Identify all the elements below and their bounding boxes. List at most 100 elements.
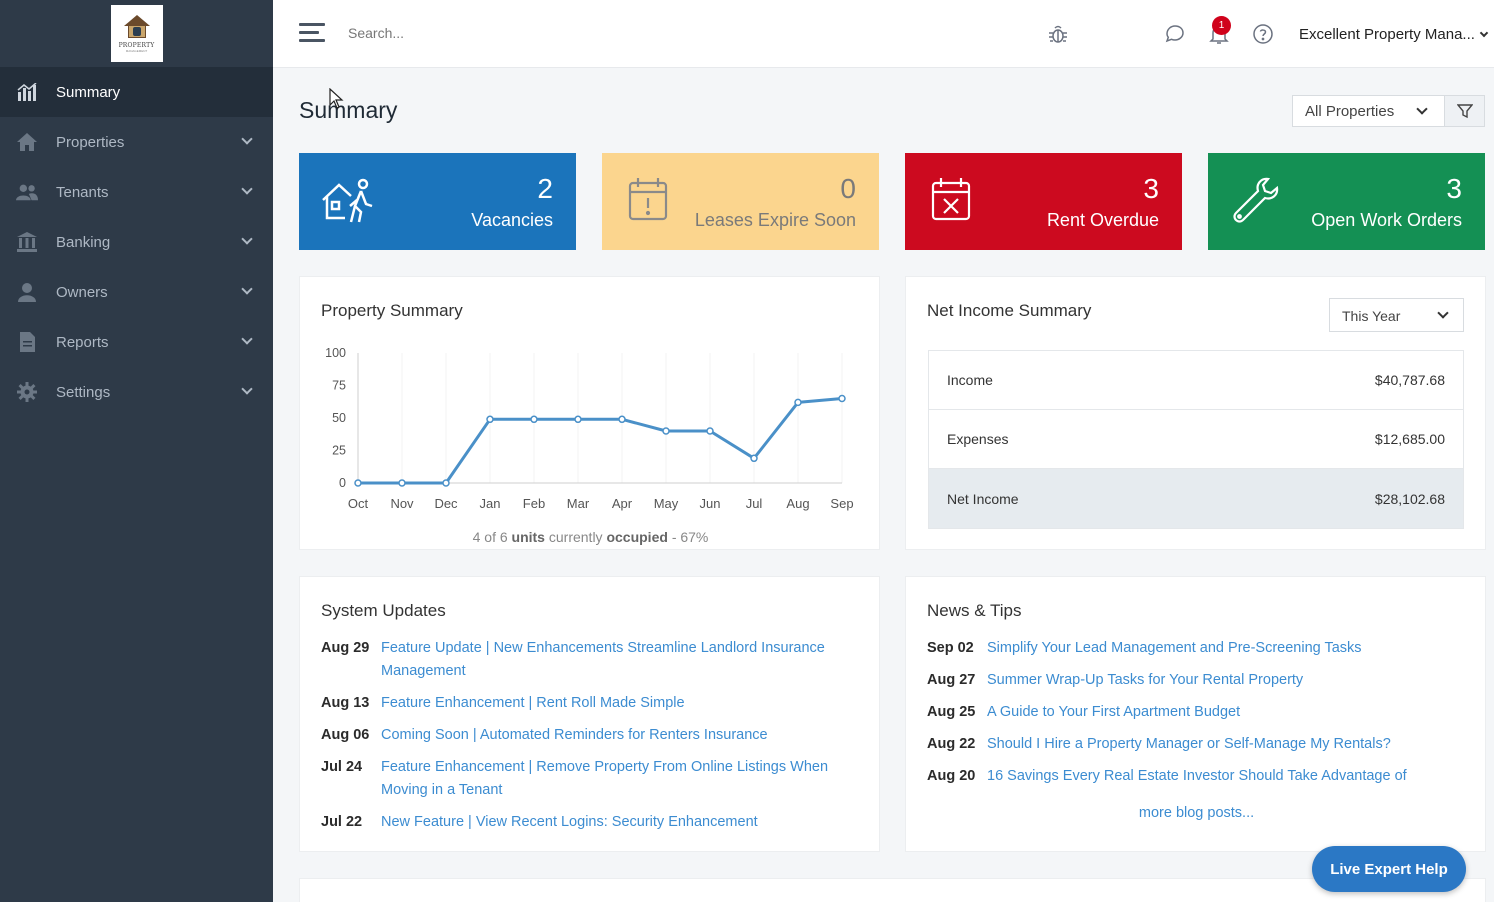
update-link[interactable]: Feature Update | New Enhancements Stream… [381,640,825,679]
work-orders-count: 3 [1446,173,1462,204]
list-item: Aug 22 Should I Hire a Property Manager o… [927,733,1467,756]
occupancy-percent: - 67% [671,529,709,545]
update-date: Aug 29 [321,640,370,656]
sidebar-item-label: Reports [56,333,109,351]
chevron-down-icon [1416,103,1428,115]
news-link[interactable]: 16 Savings Every Real Estate Investor Sh… [987,768,1407,784]
sidebar-item-label: Tenants [56,183,109,201]
x-tick-label: Aug [786,496,809,511]
filter-icon [1456,104,1473,119]
leases-expire-count: 0 [840,173,856,204]
bank-icon [16,232,38,252]
data-point [706,427,714,435]
expenses-row: Expenses $12,685.00 [929,410,1463,469]
update-link[interactable]: Coming Soon | Automated Reminders for Re… [381,727,768,743]
work-orders-label: Open Work Orders [1311,210,1462,230]
list-item: Jul 24 Feature Enhancement | Remove Prope… [321,756,861,802]
x-tick-label: Feb [523,496,545,511]
occupancy-mid: currently [548,529,603,545]
system-updates-list: Aug 29 Feature Update | New Enhancements … [321,637,861,843]
news-link[interactable]: Summer Wrap-Up Tasks for Your Rental Pro… [987,672,1304,688]
open-work-orders-tile[interactable]: 3 Open Work Orders [1208,153,1485,250]
sidebar-item-settings[interactable]: Settings [0,367,273,417]
row-value: $12,685.00 [1374,431,1445,447]
occupancy-word: occupied [606,529,668,545]
system-updates-title: System Updates [321,601,446,620]
account-menu[interactable]: Excellent Property Mana... [1299,26,1489,43]
mouse-cursor-icon [329,88,344,109]
list-item: Sep 02 Simplify Your Lead Management and … [927,637,1467,660]
page-title: Summary [299,97,398,123]
sidebar-item-summary[interactable]: Summary [0,67,273,117]
x-tick-label: Mar [567,496,590,511]
help-icon[interactable] [1251,22,1275,46]
list-item: Aug 27 Summer Wrap-Up Tasks for Your Rent… [927,669,1467,692]
leases-expire-tile[interactable]: 0 Leases Expire Soon [602,153,879,250]
update-link[interactable]: Feature Enhancement | Rent Roll Made Sim… [381,695,685,711]
news-link[interactable]: Simplify Your Lead Management and Pre-Sc… [987,640,1362,656]
x-tick-label: Dec [434,496,458,511]
gear-icon [16,382,38,402]
row-label: Expenses [947,431,1009,447]
news-date: Aug 20 [927,768,976,784]
sidebar-item-banking[interactable]: Banking [0,217,273,267]
sidebar-item-tenants[interactable]: Tenants [0,167,273,217]
vacancies-count: 2 [537,173,553,204]
news-tips-title: News & Tips [927,601,1022,620]
news-tips-card: News & Tips Sep 02 Simplify Your Lead Man… [905,576,1486,852]
chevron-down-icon [241,233,253,245]
data-point [442,479,450,487]
x-tick-label: May [654,496,679,511]
data-point [398,479,406,487]
chevron-down-icon [1479,28,1489,38]
row-value: $40,787.68 [1374,372,1445,388]
update-link[interactable]: Feature Enhancement | Remove Property Fr… [381,759,829,798]
update-date: Aug 06 [321,727,370,743]
vacancies-tile[interactable]: 2 Vacancies [299,153,576,250]
document-icon [16,332,38,352]
y-tick-label: 100 [325,346,346,360]
period-value: This Year [1342,308,1401,324]
more-blog-posts-link[interactable]: more blog posts... [1138,805,1255,821]
news-date: Sep 02 [927,640,974,656]
sidebar-item-owners[interactable]: Owners [0,267,273,317]
property-filter-value: All Properties [1305,103,1395,120]
news-date: Aug 25 [927,704,976,720]
update-link[interactable]: New Feature | View Recent Logins: Securi… [381,814,758,830]
net-income-title: Net Income Summary [927,301,1092,320]
news-link[interactable]: A Guide to Your First Apartment Budget [987,704,1241,720]
bug-icon[interactable] [1046,22,1070,46]
sidebar-item-label: Banking [56,233,111,251]
list-item: Aug 25 A Guide to Your First Apartment Bu… [927,701,1467,724]
company-logo[interactable]: PROPERTY MANAGEMENT [110,5,163,62]
leases-expire-label: Leases Expire Soon [694,210,856,230]
x-tick-label: Apr [612,496,633,511]
home-icon [16,132,38,152]
sidebar-item-properties[interactable]: Properties [0,117,273,167]
property-summary-title: Property Summary [321,301,463,320]
row-label: Net Income [947,490,1019,507]
rent-overdue-tile[interactable]: 3 Rent Overdue [905,153,1182,250]
chat-icon[interactable] [1163,22,1187,46]
account-name: Excellent Property Mana... [1299,26,1475,43]
house-logo-icon [122,14,152,39]
user-icon [16,282,38,302]
sidebar-item-reports[interactable]: Reports [0,317,273,367]
news-link[interactable]: Should I Hire a Property Manager or Self… [987,736,1391,752]
chevron-down-icon [241,183,253,195]
occupancy-text: 4 of 6 units currently occupied - 67% [300,529,881,545]
y-tick-label: 75 [332,379,346,393]
search-input[interactable] [348,25,648,41]
income-row: Income $40,787.68 [929,351,1463,410]
users-icon [16,182,38,202]
data-point [662,427,670,435]
period-select[interactable]: This Year [1329,298,1464,332]
property-filter-select[interactable]: All Properties [1292,95,1445,127]
occupancy-units: units [511,529,545,545]
y-tick-label: 0 [339,476,346,490]
data-point [618,415,626,424]
live-expert-help-button[interactable]: Live Expert Help [1312,846,1466,892]
filter-button[interactable] [1444,95,1485,127]
wrench-icon [1233,177,1279,223]
menu-icon[interactable] [299,23,325,43]
